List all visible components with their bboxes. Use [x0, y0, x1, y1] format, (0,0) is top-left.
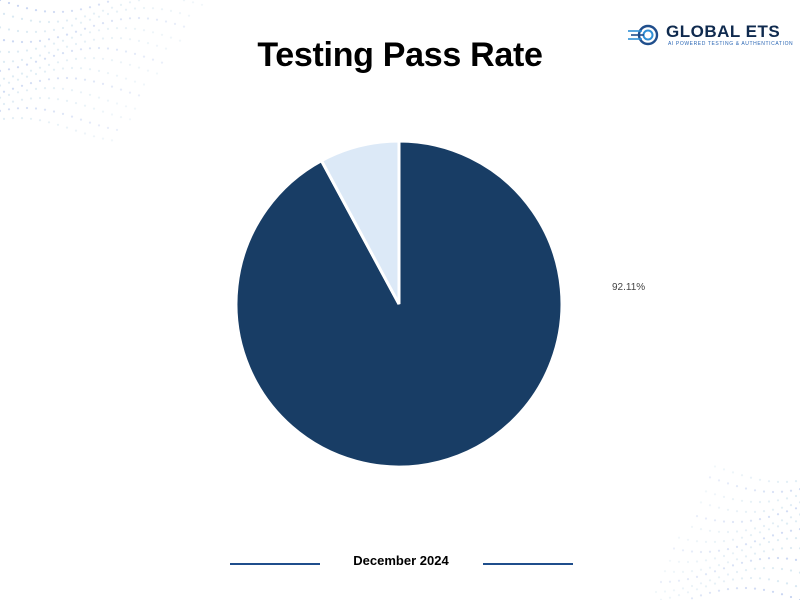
brand-tagline: AI POWERED TESTING & AUTHENTICATION — [668, 41, 794, 47]
brand-logo: GLOBAL ETS AI POWERED TESTING & AUTHENTI… — [628, 22, 793, 50]
pie-slice-1 — [319, 139, 401, 305]
global-ets-logo-icon — [628, 24, 659, 46]
footer-divider-right — [483, 563, 573, 565]
footer-divider-left — [230, 563, 320, 565]
brand-name: GLOBAL ETS — [666, 22, 781, 41]
page-title: Testing Pass Rate — [257, 36, 543, 74]
slice-value-label: 92.11% — [612, 282, 645, 293]
footer-date: December 2024 — [353, 553, 449, 568]
